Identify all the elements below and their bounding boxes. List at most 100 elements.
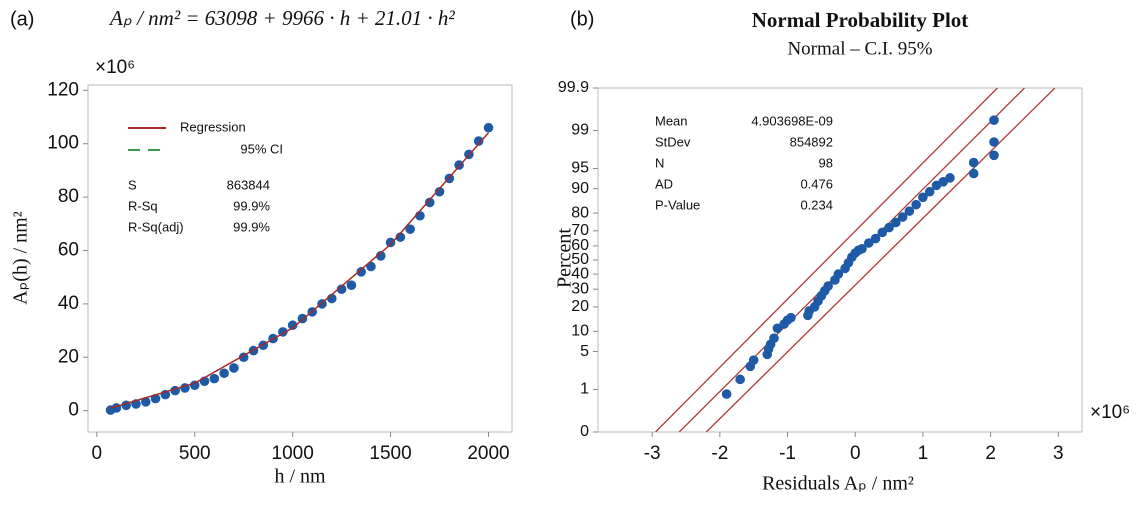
stat-value: 99.9% — [233, 219, 270, 234]
data-point — [989, 150, 999, 161]
data-point — [748, 355, 759, 365]
x-tick-label: 2 — [985, 443, 996, 464]
x-tick-label: 1 — [918, 443, 929, 464]
x-tick-label: 0 — [850, 443, 861, 464]
panel-label: (a) — [10, 8, 34, 30]
y-tick-label: 0 — [580, 423, 589, 440]
data-point — [884, 222, 894, 233]
y-tick-label: 99 — [571, 122, 589, 139]
data-point — [968, 168, 979, 179]
data-point — [219, 368, 229, 379]
data-point — [209, 373, 220, 384]
data-point — [287, 320, 298, 331]
x-tick-label: -3 — [644, 443, 661, 464]
data-point — [385, 237, 396, 248]
data-point — [375, 251, 386, 261]
y-tick-label: 20 — [58, 346, 79, 367]
y-tick-label: 10 — [571, 323, 589, 340]
stat-value: 854892 — [790, 134, 833, 149]
stat-value: 4.903698E-09 — [751, 113, 833, 128]
data-point — [473, 136, 484, 146]
x-tick-label: 0 — [92, 443, 103, 464]
y-tick-label: 90 — [571, 180, 589, 197]
data-point — [897, 212, 908, 222]
data-point — [346, 280, 357, 290]
data-point — [870, 233, 881, 244]
data-point — [918, 192, 928, 203]
chart-title: Normal Probability Plot — [752, 8, 969, 32]
regression-curve — [110, 132, 490, 409]
y-axis-label: Percent — [554, 228, 576, 288]
chart-subtitle: Normal – C.I. 95% — [787, 38, 932, 59]
plot-area — [655, 88, 1056, 432]
data-point — [721, 389, 732, 399]
data-point — [857, 243, 867, 254]
y-tick-label: 40 — [58, 293, 79, 314]
x-tick-label: -2 — [711, 443, 728, 464]
data-point — [735, 374, 745, 385]
y-axis-label: Aₚ(h) / nm² — [10, 211, 32, 304]
stat-name: StDev — [655, 134, 691, 149]
stat-name: P-Value — [655, 197, 700, 212]
plot-frame — [87, 84, 513, 433]
y-tick-label: 1 — [580, 381, 589, 398]
data-point — [336, 284, 347, 294]
reference-line — [655, 88, 998, 432]
data-point — [989, 137, 999, 147]
stat-name: S — [128, 177, 137, 192]
data-point — [189, 380, 200, 391]
stat-value: 0.476 — [800, 176, 833, 191]
axis-multiplier: ×10⁶ — [95, 57, 135, 78]
stat-name: R-Sq — [128, 198, 158, 213]
y-tick-label: 30 — [571, 280, 589, 297]
y-tick-label: 99.9 — [558, 79, 589, 96]
stat-name: AD — [655, 176, 673, 191]
data-point — [911, 199, 921, 210]
data-point — [877, 227, 888, 238]
data-point — [968, 157, 979, 168]
axis-multiplier: ×10⁶ — [1090, 402, 1130, 423]
x-axis-label: Residuals Aₚ / nm² — [762, 473, 914, 495]
stat-name: N — [655, 155, 664, 170]
data-point — [434, 186, 445, 197]
y-tick-label: 50 — [571, 251, 589, 268]
x-tick-label: 2000 — [467, 443, 509, 464]
y-tick-label: 80 — [571, 204, 589, 221]
data-point — [424, 197, 435, 208]
data-point — [823, 281, 833, 291]
data-point — [769, 333, 779, 344]
data-point — [395, 232, 406, 242]
y-tick-label: 120 — [47, 79, 79, 100]
y-tick-label: 5 — [580, 343, 589, 360]
x-axis-label: h / nm — [274, 466, 326, 488]
x-tick-label: 500 — [179, 443, 211, 464]
y-tick-label: 95 — [571, 160, 589, 177]
stat-value: 98 — [819, 155, 833, 170]
x-tick-label: 1000 — [272, 443, 314, 464]
data-point — [483, 122, 494, 133]
data-point — [140, 397, 151, 407]
data-point — [989, 115, 999, 125]
y-tick-label: 0 — [68, 400, 79, 421]
y-tick-label: 20 — [571, 298, 589, 315]
legend-label: Regression — [180, 119, 246, 134]
data-point — [405, 224, 415, 234]
chart-title: Aₚ / nm² = 63098 + 9966 · h + 21.01 · h² — [108, 6, 455, 30]
y-tick-label: 60 — [571, 237, 589, 254]
reference-line — [705, 88, 1056, 432]
y-tick-label: 70 — [571, 222, 589, 239]
plot-area — [105, 122, 494, 415]
x-tick-label: 3 — [1053, 443, 1064, 464]
data-point — [229, 363, 239, 373]
y-tick-label: 40 — [571, 265, 589, 282]
data-point — [863, 238, 874, 248]
panel-label: (b) — [570, 8, 594, 30]
stat-name: R-Sq(adj) — [128, 219, 184, 234]
data-point — [904, 206, 915, 216]
data-point — [924, 186, 935, 197]
data-point — [786, 312, 796, 323]
legend-label: 95% CI — [240, 141, 283, 156]
data-point — [891, 217, 901, 228]
